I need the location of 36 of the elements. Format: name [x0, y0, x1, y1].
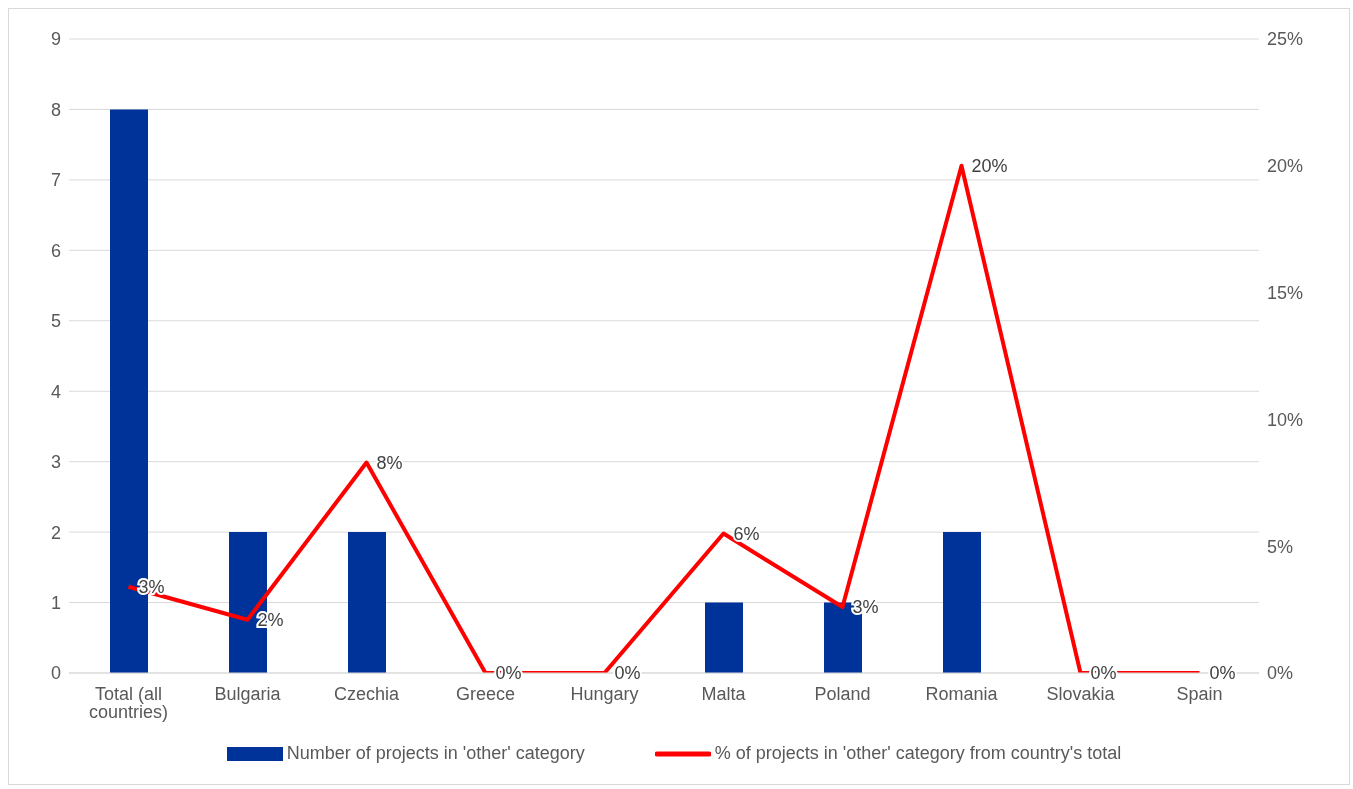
- y-tick-label: 0: [50, 663, 61, 684]
- x-tick-label: Spain: [1176, 683, 1223, 704]
- bar: [705, 602, 743, 673]
- y2-tick-label: 20%: [1267, 156, 1304, 177]
- y-tick-label: 2: [50, 522, 61, 543]
- y-tick-label: 5: [50, 311, 61, 332]
- y2-tick-label: 15%: [1267, 282, 1304, 303]
- x-tick-label: Total (all countries): [88, 683, 169, 722]
- x-tick-label: Poland: [814, 683, 871, 704]
- x-tick-label: Malta: [701, 683, 747, 704]
- legend-label: % of projects in 'other' category from country's total: [714, 743, 1122, 764]
- y-tick-label: 4: [50, 381, 61, 402]
- x-tick-label: Greece: [455, 683, 516, 704]
- x-tick-label: Czechia: [333, 683, 400, 704]
- y2-tick-label: 0%: [1267, 663, 1294, 684]
- data-label: 0%: [614, 663, 641, 683]
- x-tick-label: Hungary: [570, 683, 639, 704]
- x-tick-label: Romania: [925, 683, 999, 704]
- y2-tick-label: 5%: [1267, 536, 1294, 557]
- legend-label: Number of projects in 'other' category: [286, 743, 585, 764]
- data-label: 8%: [376, 452, 403, 473]
- y-tick-label: 3: [50, 452, 61, 473]
- y2-tick-label: 10%: [1267, 409, 1304, 430]
- x-tick-label: Bulgaria: [214, 683, 282, 704]
- bar: [943, 532, 981, 673]
- data-label: 0%: [1209, 663, 1236, 683]
- y-tick-label: 6: [50, 240, 61, 261]
- y2-tick-label: 25%: [1267, 29, 1304, 50]
- x-tick-label: Slovakia: [1046, 683, 1116, 704]
- y-tick-label: 1: [50, 592, 61, 613]
- y-tick-label: 9: [50, 29, 61, 50]
- y-tick-label: 7: [50, 170, 61, 191]
- data-label: 6%: [733, 523, 760, 544]
- data-label: 20%: [971, 155, 1008, 176]
- bar: [348, 532, 386, 673]
- y-tick-label: 8: [50, 99, 61, 120]
